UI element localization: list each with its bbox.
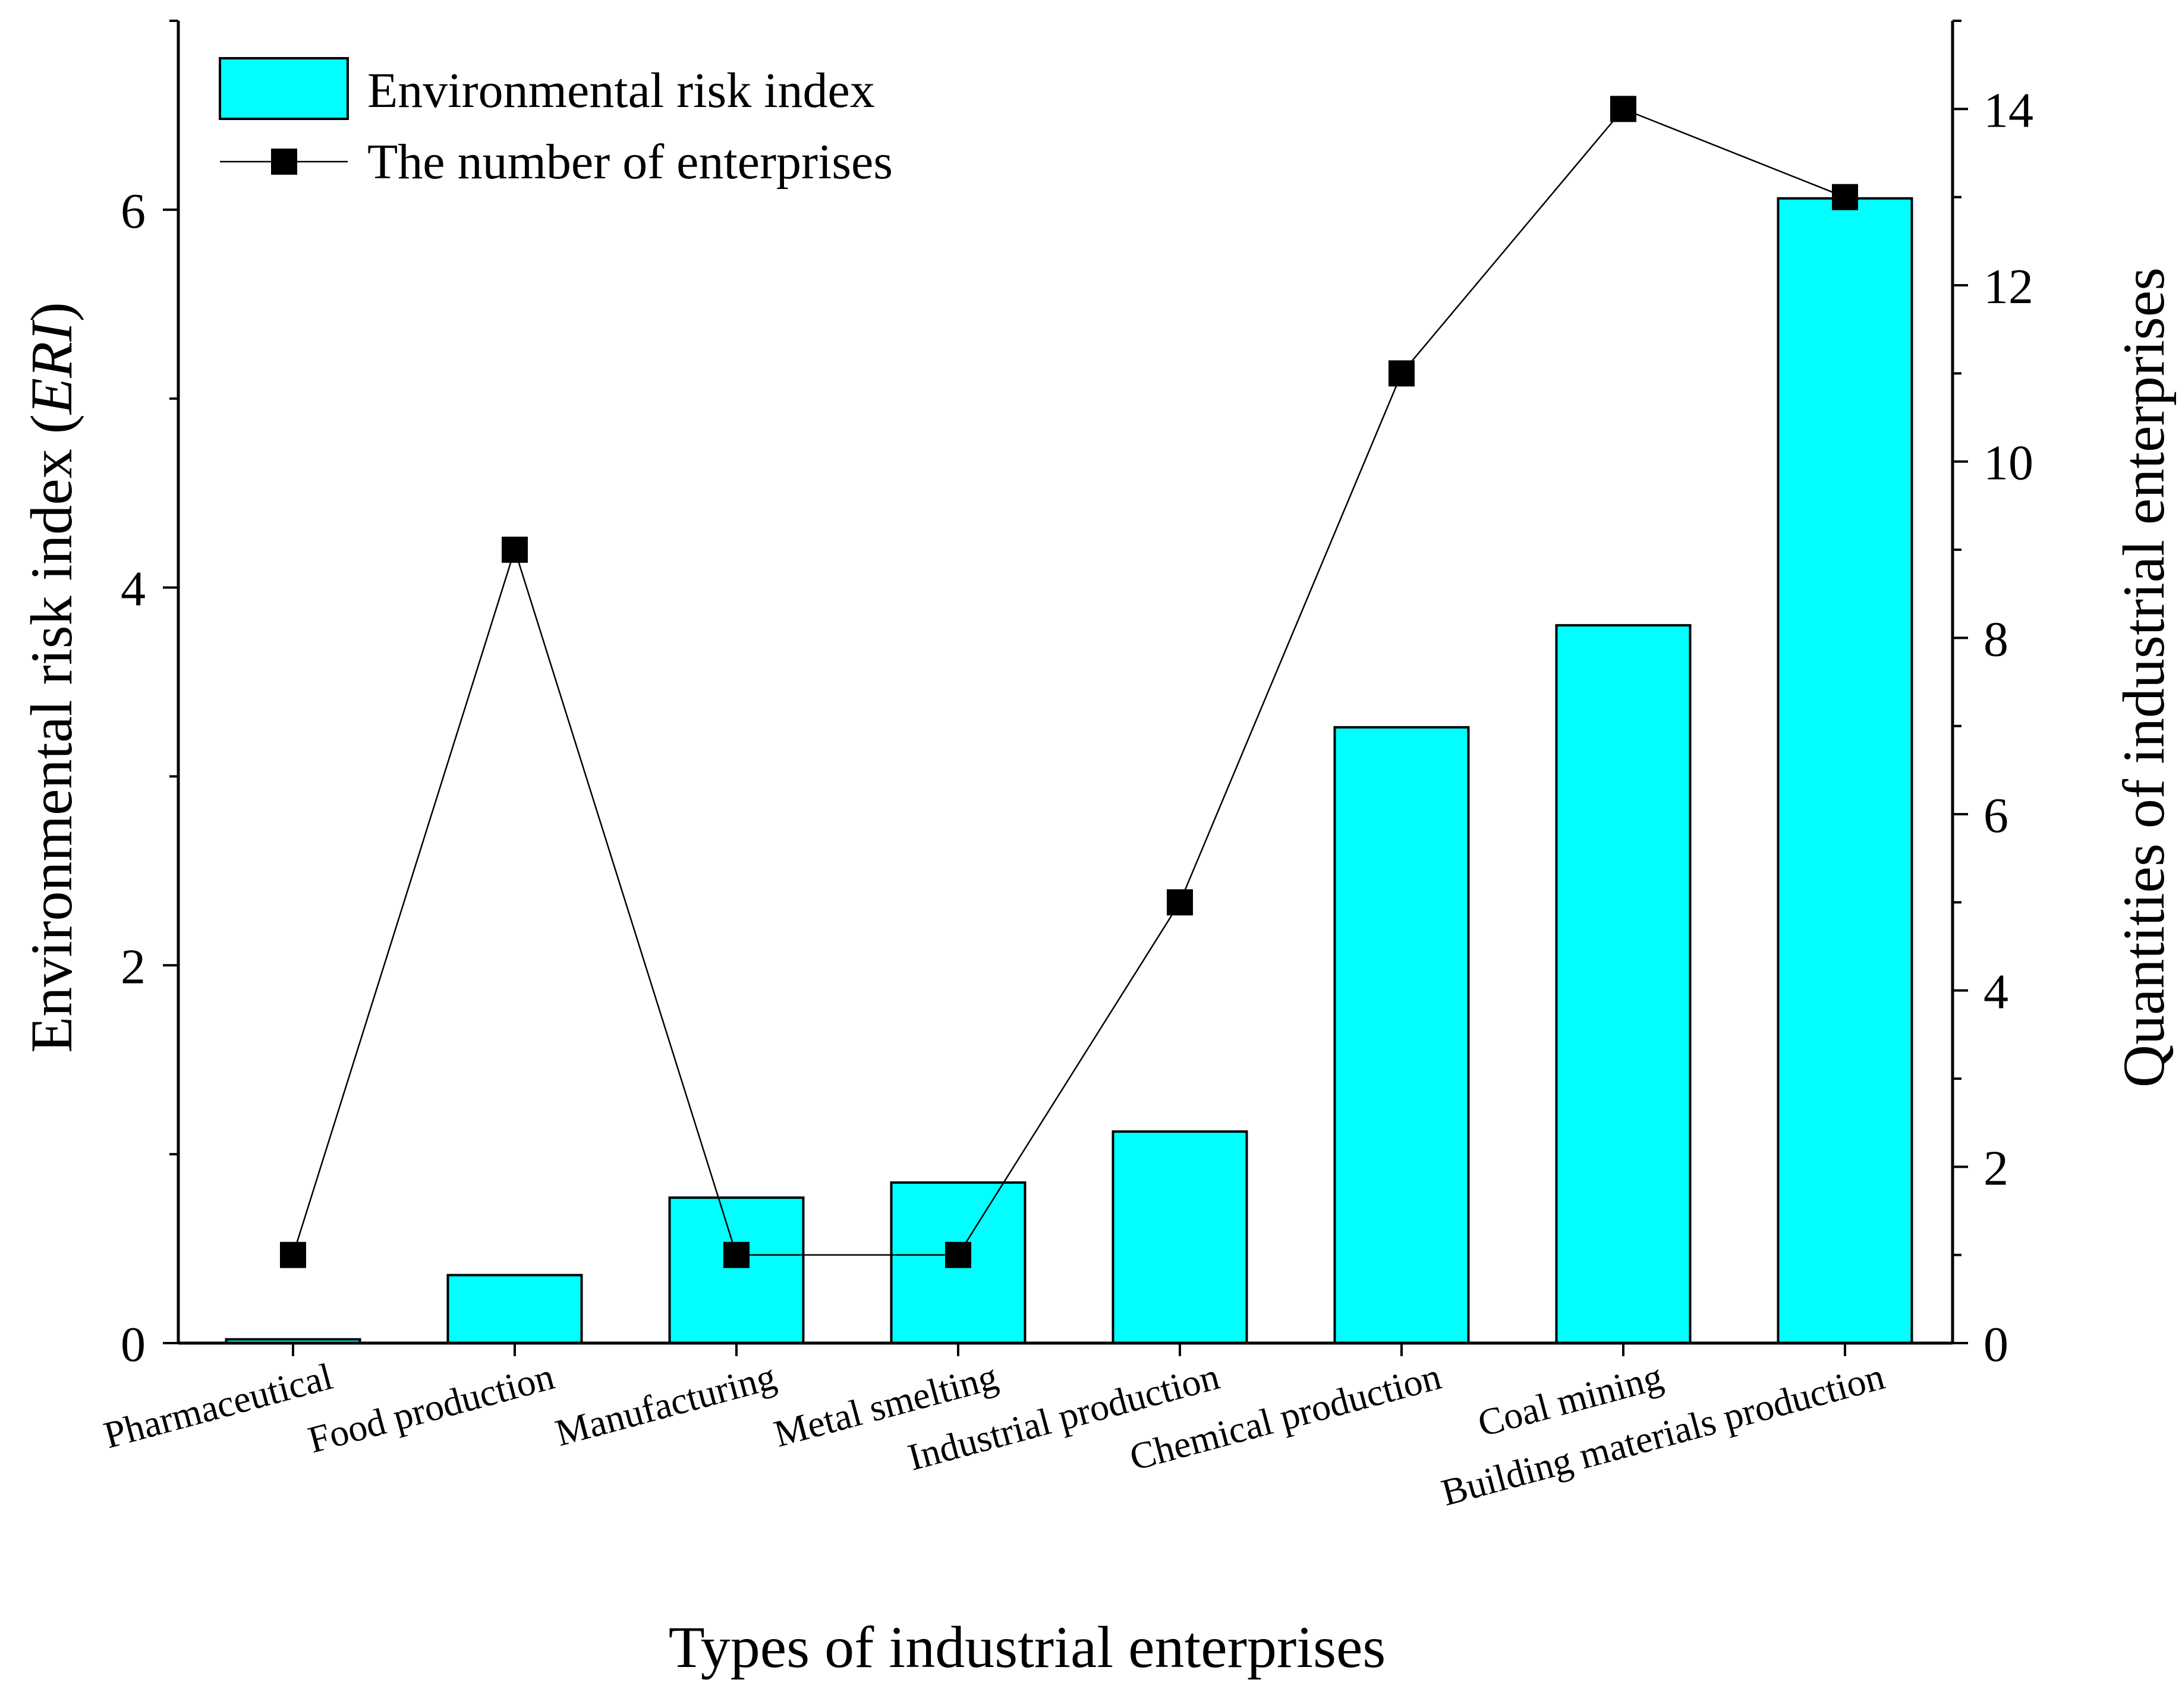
y2-tick-label: 10: [1983, 436, 2033, 491]
y2-tick-label: 0: [1983, 1317, 2008, 1372]
bar: [1555, 624, 1692, 1344]
y2-tick-label: 14: [1983, 83, 2033, 138]
data-point-marker: [502, 537, 528, 563]
x-axis-title: Types of industrial enterprises: [669, 1614, 1386, 1680]
data-point-marker: [1610, 96, 1636, 122]
y-tick-label: 2: [121, 939, 146, 994]
y-tick-label: 4: [121, 562, 146, 617]
series-line: [292, 108, 1846, 1256]
y2-tick-label: 2: [1983, 1140, 2008, 1196]
y2-tick-label: 12: [1983, 259, 2033, 314]
legend-label: Environmental risk index: [367, 63, 875, 118]
data-point-marker: [945, 1241, 971, 1268]
data-point-marker: [1832, 184, 1858, 210]
legend: Environmental risk index The number of en…: [219, 57, 893, 190]
y-axis-title-close: ): [18, 302, 84, 322]
y-tick-label: 6: [121, 184, 146, 239]
bars-group: [225, 197, 1913, 1345]
y-axis-title-text: Environmental risk index (: [18, 414, 84, 1053]
y2-tick-label: 6: [1983, 788, 2008, 843]
data-point-marker: [723, 1241, 750, 1268]
x-tick-label: Food production: [304, 1355, 559, 1461]
y-axis-title: Environmental risk index (ERI): [18, 302, 84, 1053]
legend-marker-swatch: [271, 149, 297, 175]
bar: [1333, 726, 1470, 1344]
data-point-marker: [1388, 360, 1415, 387]
legend-label: The number of enterprises: [367, 134, 893, 190]
series-line-group: [280, 96, 1858, 1268]
ticks-group: 0 2 4 6 0 2 4 6 8 10 12 14: [121, 20, 2033, 1372]
y-axis-title-italic: ERI: [18, 319, 84, 415]
y2-tick-label: 4: [1983, 965, 2008, 1020]
data-point-marker: [1167, 889, 1193, 916]
x-tick-label: Manufacturing: [551, 1355, 780, 1454]
bar: [1777, 197, 1913, 1344]
axes-group: [177, 21, 1954, 1345]
legend-bar-swatch: [219, 57, 349, 120]
y2-axis-title: Quantities of industrial enterprises: [2111, 267, 2177, 1088]
data-point-marker: [280, 1241, 306, 1268]
bar: [1112, 1130, 1248, 1344]
y-tick-label: 0: [121, 1317, 146, 1372]
bar: [446, 1274, 583, 1345]
y2-tick-label: 8: [1983, 612, 2008, 667]
bar: [668, 1196, 805, 1344]
